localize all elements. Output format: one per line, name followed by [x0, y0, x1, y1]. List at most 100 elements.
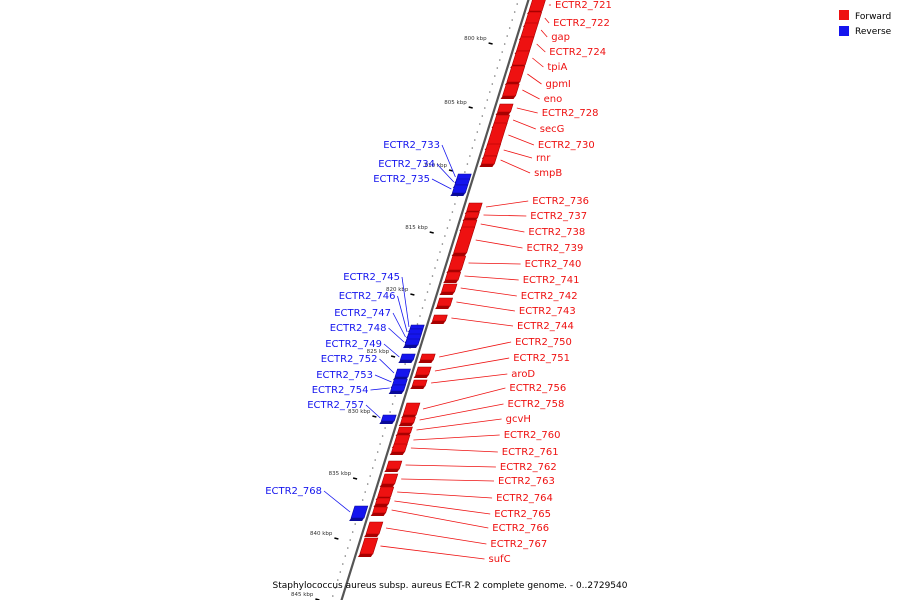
scale-dot [374, 459, 377, 461]
forward-gene-bevel [439, 292, 455, 295]
forward-gene-feature[interactable] [377, 486, 395, 498]
reverse-gene-label[interactable]: ECTR2_768 [265, 486, 322, 497]
forward-gene-feature[interactable] [441, 283, 458, 293]
forward-gene-label[interactable]: ECTR2_740 [525, 259, 582, 270]
reverse-gene-feature[interactable] [392, 378, 408, 386]
forward-gene-label[interactable]: aroD [511, 369, 535, 380]
forward-gene-feature[interactable] [483, 143, 501, 157]
forward-gene-feature[interactable] [372, 506, 388, 514]
forward-gene-feature[interactable] [419, 353, 436, 361]
forward-gene-feature[interactable] [393, 434, 411, 446]
forward-gene-label[interactable]: ECTR2_765 [494, 509, 551, 520]
forward-gene-bevel [364, 534, 380, 537]
forward-gene-feature[interactable] [516, 36, 535, 52]
forward-gene-feature[interactable] [480, 155, 498, 165]
forward-label-connector [456, 301, 515, 312]
forward-gene-label[interactable]: ECTR2_743 [519, 306, 576, 317]
forward-gene-feature[interactable] [391, 443, 408, 453]
forward-gene-label[interactable]: sufC [489, 554, 511, 565]
forward-gene-feature[interactable] [411, 379, 428, 387]
reverse-gene-label[interactable]: ECTR2_757 [307, 400, 364, 411]
forward-gene-feature[interactable] [447, 255, 467, 271]
forward-gene-label[interactable]: smpB [534, 168, 562, 179]
reverse-gene-label[interactable]: ECTR2_745 [343, 272, 400, 283]
reverse-gene-feature[interactable] [451, 184, 469, 194]
reverse-gene-feature[interactable] [380, 414, 397, 422]
forward-gene-label[interactable]: ECTR2_724 [549, 47, 606, 58]
forward-gene-label[interactable]: ECTR2_762 [500, 462, 557, 473]
forward-gene-feature[interactable] [397, 426, 413, 434]
reverse-label-connector [323, 490, 351, 513]
legend-reverse-label: Reverse [855, 27, 892, 37]
forward-gene-feature[interactable] [400, 416, 416, 424]
forward-gene-label[interactable]: ECTR2_764 [496, 493, 553, 504]
reverse-gene-label[interactable]: ECTR2_752 [321, 354, 378, 365]
reverse-gene-label[interactable]: ECTR2_735 [373, 174, 430, 185]
reverse-gene-label[interactable]: ECTR2_748 [330, 323, 387, 334]
reverse-gene-label[interactable]: ECTR2_754 [312, 385, 369, 396]
forward-gene-label[interactable]: eno [544, 94, 563, 105]
reverse-gene-feature[interactable] [409, 324, 425, 330]
forward-gene-feature[interactable] [506, 65, 526, 83]
reverse-gene-label[interactable]: ECTR2_749 [325, 339, 382, 350]
reverse-gene-label[interactable]: ECTR2_746 [339, 291, 396, 302]
forward-gene-feature[interactable] [385, 460, 403, 470]
reverse-gene-feature[interactable] [394, 368, 411, 378]
forward-gene-feature[interactable] [520, 22, 539, 38]
forward-gene-feature[interactable] [359, 537, 379, 555]
forward-gene-feature[interactable] [436, 297, 454, 307]
reverse-gene-feature[interactable] [399, 353, 416, 361]
reverse-gene-feature[interactable] [454, 178, 471, 186]
forward-gene-label[interactable]: ECTR2_750 [515, 337, 572, 348]
forward-gene-feature[interactable] [464, 211, 480, 219]
forward-gene-label[interactable]: gpmI [546, 79, 571, 90]
reverse-gene-label[interactable]: ECTR2_733 [383, 140, 440, 151]
forward-gene-label[interactable]: ECTR2_730 [538, 140, 595, 151]
forward-gene-feature[interactable] [375, 497, 391, 505]
forward-gene-feature[interactable] [466, 202, 483, 212]
forward-gene-label[interactable]: tpiA [547, 62, 567, 73]
forward-gene-feature[interactable] [402, 402, 421, 416]
forward-gene-feature[interactable] [511, 50, 530, 66]
forward-gene-label[interactable]: gap [551, 32, 570, 43]
reverse-gene-bevel [402, 345, 418, 348]
forward-gene-bevel [410, 386, 426, 389]
forward-gene-label[interactable]: ECTR2_739 [527, 243, 584, 254]
reverse-gene-label[interactable]: ECTR2_753 [316, 370, 373, 381]
forward-gene-feature[interactable] [381, 473, 399, 485]
forward-gene-label[interactable]: ECTR2_736 [532, 196, 589, 207]
forward-gene-feature[interactable] [497, 103, 514, 113]
forward-gene-feature[interactable] [432, 314, 448, 322]
forward-gene-label[interactable]: ECTR2_722 [553, 18, 610, 29]
forward-gene-label[interactable]: ECTR2_744 [517, 321, 574, 332]
scale-dot [364, 491, 367, 493]
forward-gene-label[interactable]: ECTR2_751 [513, 353, 570, 364]
forward-gene-label[interactable]: ECTR2_760 [504, 430, 561, 441]
forward-gene-label[interactable]: ECTR2_737 [530, 211, 587, 222]
reverse-gene-feature[interactable] [390, 384, 406, 392]
forward-gene-feature[interactable] [502, 83, 520, 97]
forward-gene-label[interactable]: ECTR2_761 [502, 447, 559, 458]
forward-gene-feature[interactable] [528, 0, 546, 12]
forward-gene-label[interactable]: ECTR2_767 [490, 539, 547, 550]
forward-gene-feature[interactable] [365, 521, 384, 535]
forward-gene-label[interactable]: ECTR2_763 [498, 476, 555, 487]
forward-gene-label[interactable]: ECTR2_758 [508, 399, 565, 410]
reverse-gene-label[interactable]: ECTR2_747 [334, 308, 391, 319]
forward-gene-label[interactable]: gcvH [506, 414, 531, 425]
forward-label-connector [419, 403, 504, 421]
forward-gene-feature[interactable] [444, 271, 462, 281]
forward-gene-label[interactable]: ECTR2_738 [528, 227, 585, 238]
forward-gene-label[interactable]: ECTR2_728 [542, 108, 599, 119]
reverse-gene-feature[interactable] [404, 338, 421, 346]
forward-gene-label[interactable]: rnr [536, 153, 551, 164]
forward-gene-label[interactable]: ECTR2_766 [492, 523, 549, 534]
forward-gene-feature[interactable] [415, 366, 432, 376]
reverse-gene-feature[interactable] [350, 505, 369, 519]
forward-gene-label[interactable]: ECTR2_756 [509, 383, 566, 394]
forward-gene-label[interactable]: ECTR2_742 [521, 291, 578, 302]
forward-gene-label[interactable]: ECTR2_741 [523, 275, 580, 286]
reverse-gene-label[interactable]: ECTR2_734 [378, 159, 435, 170]
forward-gene-label[interactable]: secG [540, 124, 565, 135]
forward-gene-label[interactable]: ECTR2_721 [555, 0, 612, 11]
